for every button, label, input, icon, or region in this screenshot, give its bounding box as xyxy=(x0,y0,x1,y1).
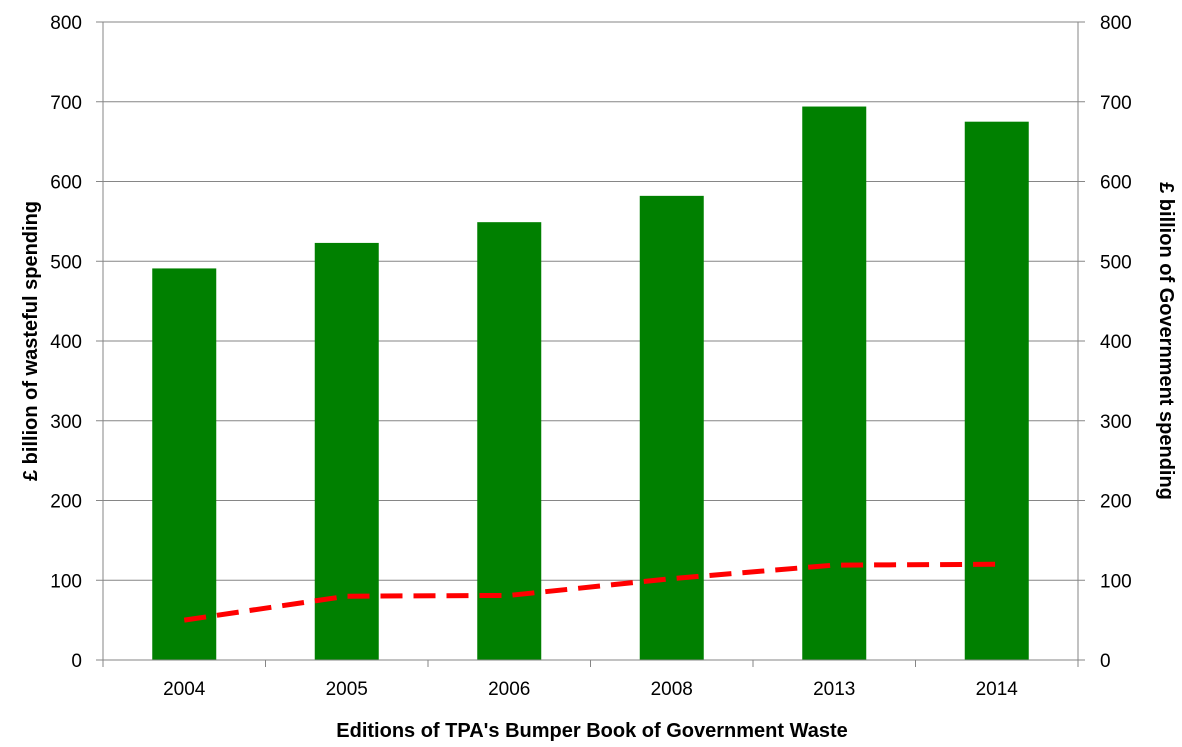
x-axis-title: Editions of TPA's Bumper Book of Governm… xyxy=(336,720,847,742)
bar-2004 xyxy=(152,268,217,660)
right-axis-tick-label: 800 xyxy=(1100,13,1132,34)
right-axis-tick-label: 500 xyxy=(1100,252,1132,273)
right-axis-tick-label: 300 xyxy=(1100,412,1132,433)
right-axis-tick-label: 400 xyxy=(1100,332,1132,353)
right-axis-tick-label: 0 xyxy=(1100,651,1111,672)
right-axis-tick-label: 100 xyxy=(1100,571,1132,592)
left-axis-tick-label: 700 xyxy=(50,93,82,114)
bar-2014 xyxy=(964,121,1029,660)
left-axis-tick-label: 800 xyxy=(50,13,82,34)
line-series xyxy=(183,561,997,623)
right-axis-title: £ billion of Government spending xyxy=(1155,182,1177,500)
x-axis-tick-label: 2005 xyxy=(326,679,368,700)
right-axis-tick-labels: 0 100 200 300 400 500 600 700 800 xyxy=(1100,13,1132,672)
bar-2008 xyxy=(639,195,704,661)
left-axis-tick-label: 600 xyxy=(50,173,82,194)
x-axis-tick-label: 2004 xyxy=(163,679,206,700)
right-axis-tick-label: 600 xyxy=(1100,173,1132,194)
x-axis-tick-label: 2008 xyxy=(651,679,693,700)
left-axis-tick-labels: 0 100 200 300 400 500 600 700 800 xyxy=(50,13,82,672)
series-line xyxy=(183,561,997,623)
left-axis-tick-label: 500 xyxy=(50,252,82,273)
x-axis-tick-label: 2014 xyxy=(976,679,1019,700)
bar-series xyxy=(152,106,1029,661)
left-axis-tick-label: 300 xyxy=(50,412,82,433)
left-axis-tick-label: 100 xyxy=(50,571,82,592)
bar-2006 xyxy=(477,222,542,661)
x-axis-tick-labels: 2004 2005 2006 2008 2013 2014 xyxy=(163,679,1018,700)
gridlines xyxy=(103,21,1078,581)
right-axis-tick-label: 700 xyxy=(1100,93,1132,114)
left-axis-tick-label: 400 xyxy=(50,332,82,353)
left-axis-tick-label: 0 xyxy=(71,651,82,672)
left-axis-tick-label: 200 xyxy=(50,492,82,513)
x-axis-tick-label: 2013 xyxy=(813,679,855,700)
right-axis-tick-label: 200 xyxy=(1100,492,1132,513)
left-axis-title: £ billion of wasteful spending xyxy=(20,201,42,481)
x-axis-tick-label: 2006 xyxy=(488,679,530,700)
axes xyxy=(96,21,1085,667)
bar-2013 xyxy=(802,106,867,660)
bar-2005 xyxy=(314,242,379,660)
